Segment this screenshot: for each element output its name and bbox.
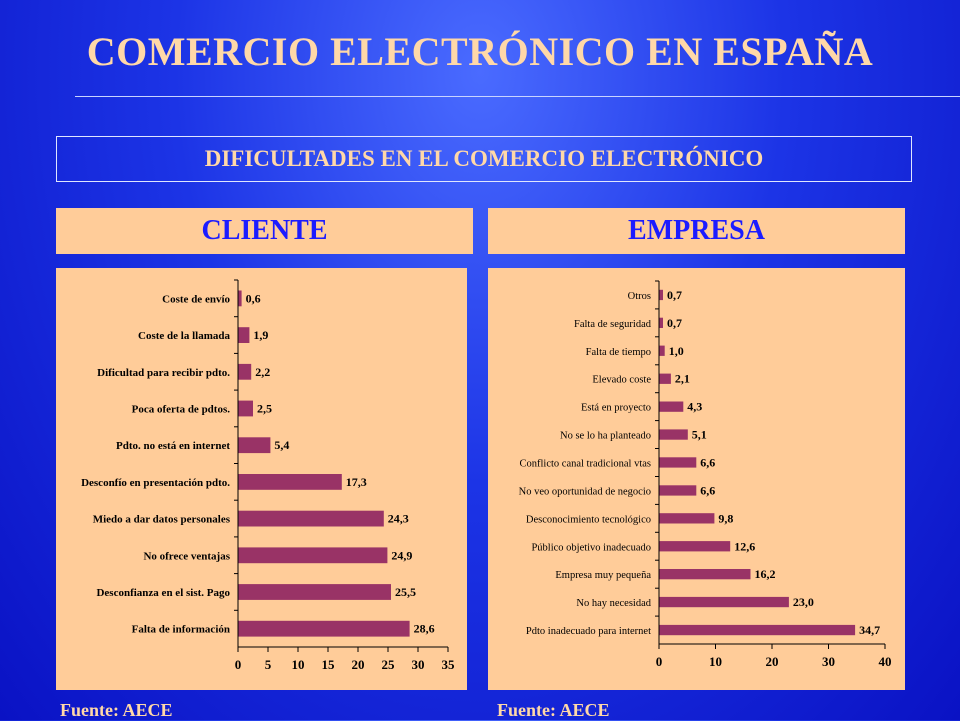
category-label: No hay necesidad xyxy=(576,598,651,609)
x-tick-label: 40 xyxy=(879,654,892,669)
data-label: 0,7 xyxy=(667,316,682,330)
source-note-empresa: Fuente: AECE xyxy=(497,700,610,720)
data-label: 9,8 xyxy=(718,511,733,525)
bar xyxy=(659,401,684,412)
bar xyxy=(659,569,751,580)
source-note-cliente: Fuente: AECE xyxy=(60,700,173,720)
section-header-cliente: CLIENTE xyxy=(56,208,473,254)
subtitle-text: DIFICULTADES EN EL COMERCIO ELECTRÓNICO xyxy=(204,146,764,171)
data-label: 5,1 xyxy=(692,428,707,442)
data-label: 6,6 xyxy=(700,483,715,497)
bar xyxy=(659,457,697,468)
x-tick-label: 0 xyxy=(656,654,663,669)
category-label: Miedo a dar datos personales xyxy=(93,514,231,526)
category-label: Desconfianza en el sist. Pago xyxy=(96,587,230,599)
category-label: Está en proyecto xyxy=(581,403,651,414)
bar xyxy=(238,474,342,490)
data-label: 28,6 xyxy=(414,622,435,636)
data-label: 1,0 xyxy=(669,344,684,358)
bar xyxy=(238,437,271,454)
data-label: 34,7 xyxy=(859,623,880,637)
cliente-bar-chart: Coste de envío 0,6 Coste de la llamada 1,9 D… xyxy=(81,279,456,672)
bar xyxy=(659,596,789,608)
data-label: 2,5 xyxy=(257,402,272,416)
data-label: 23,0 xyxy=(793,595,814,609)
empresa-chart-panel: Otros 0,7 Falta de seguridad 0,7 Falta de ti… xyxy=(488,268,905,690)
bar xyxy=(238,327,250,343)
data-label: 24,3 xyxy=(388,512,409,526)
category-label: Coste de la llamada xyxy=(138,330,230,342)
data-label: 5,4 xyxy=(274,438,289,452)
category-label: Desconocimiento tecnológico xyxy=(526,514,651,525)
data-label: 16,2 xyxy=(755,567,776,581)
category-label: No ofrece ventajas xyxy=(143,550,230,562)
subtitle-box: DIFICULTADES EN EL COMERCIO ELECTRÓNICO xyxy=(56,136,912,182)
category-label: Conflicto canal tradicional vtas xyxy=(520,459,652,470)
data-label: 6,6 xyxy=(700,456,715,470)
bar xyxy=(659,289,663,301)
category-label: Falta de seguridad xyxy=(574,319,652,330)
category-label: Pdto. no está en internet xyxy=(116,440,230,452)
x-tick-label: 15 xyxy=(322,657,336,672)
bar xyxy=(659,345,665,356)
x-tick-label: 20 xyxy=(766,654,779,669)
empresa-bar-chart: Otros 0,7 Falta de seguridad 0,7 Falta de ti… xyxy=(519,280,892,669)
category-label: Público objetivo inadecuado xyxy=(531,542,651,553)
category-label: Desconfío en presentación pdto. xyxy=(81,477,230,489)
category-label: Poca oferta de pdtos. xyxy=(132,404,231,416)
x-tick-label: 0 xyxy=(235,657,242,672)
data-label: 12,6 xyxy=(734,539,755,553)
data-label: 24,9 xyxy=(391,548,412,562)
bar xyxy=(659,429,688,440)
bar xyxy=(659,317,663,328)
x-tick-label: 35 xyxy=(442,657,456,672)
bar xyxy=(238,584,391,600)
x-tick-label: 30 xyxy=(412,657,425,672)
data-label: 4,3 xyxy=(687,400,702,414)
data-label: 17,3 xyxy=(346,475,367,489)
data-label: 25,5 xyxy=(395,585,416,599)
x-tick-label: 10 xyxy=(292,657,305,672)
x-tick-label: 30 xyxy=(822,654,835,669)
data-label: 2,1 xyxy=(675,372,690,386)
data-label: 1,9 xyxy=(253,328,268,342)
category-label: Empresa muy pequeña xyxy=(555,570,651,581)
data-label: 0,6 xyxy=(246,291,261,305)
data-label: 2,2 xyxy=(255,365,270,379)
data-label: 0,7 xyxy=(667,288,682,302)
category-label: Elevado coste xyxy=(592,375,651,386)
bar xyxy=(238,510,384,527)
bar xyxy=(238,547,388,564)
bar xyxy=(659,485,697,496)
category-label: No se lo ha planteado xyxy=(560,431,651,442)
category-label: Pdto inadecuado para internet xyxy=(526,626,651,637)
x-tick-label: 20 xyxy=(352,657,365,672)
x-tick-label: 5 xyxy=(265,657,272,672)
page-title: COMERCIO ELECTRÓNICO EN ESPAÑA xyxy=(86,29,874,74)
title-divider xyxy=(75,96,960,97)
category-label: Otros xyxy=(628,291,651,302)
bar xyxy=(659,373,671,384)
bar xyxy=(238,363,252,380)
category-label: Falta de información xyxy=(132,624,230,636)
bar xyxy=(238,290,242,307)
bar xyxy=(659,513,715,524)
category-label: Coste de envío xyxy=(162,293,230,305)
section-header-cliente-label: CLIENTE xyxy=(201,215,328,246)
bar xyxy=(659,624,856,636)
x-tick-label: 25 xyxy=(382,657,396,672)
bar xyxy=(659,541,731,552)
cliente-chart-panel: Coste de envío 0,6 Coste de la llamada 1,9 D… xyxy=(56,268,467,690)
bar xyxy=(238,620,410,637)
section-header-empresa-label: EMPRESA xyxy=(628,215,765,246)
category-label: Falta de tiempo xyxy=(586,347,651,358)
category-label: No veo oportunidad de negocio xyxy=(519,486,651,497)
x-tick-label: 10 xyxy=(709,654,722,669)
bar xyxy=(238,400,253,417)
section-header-empresa: EMPRESA xyxy=(488,208,905,254)
category-label: Dificultad para recibir pdto. xyxy=(97,367,230,379)
